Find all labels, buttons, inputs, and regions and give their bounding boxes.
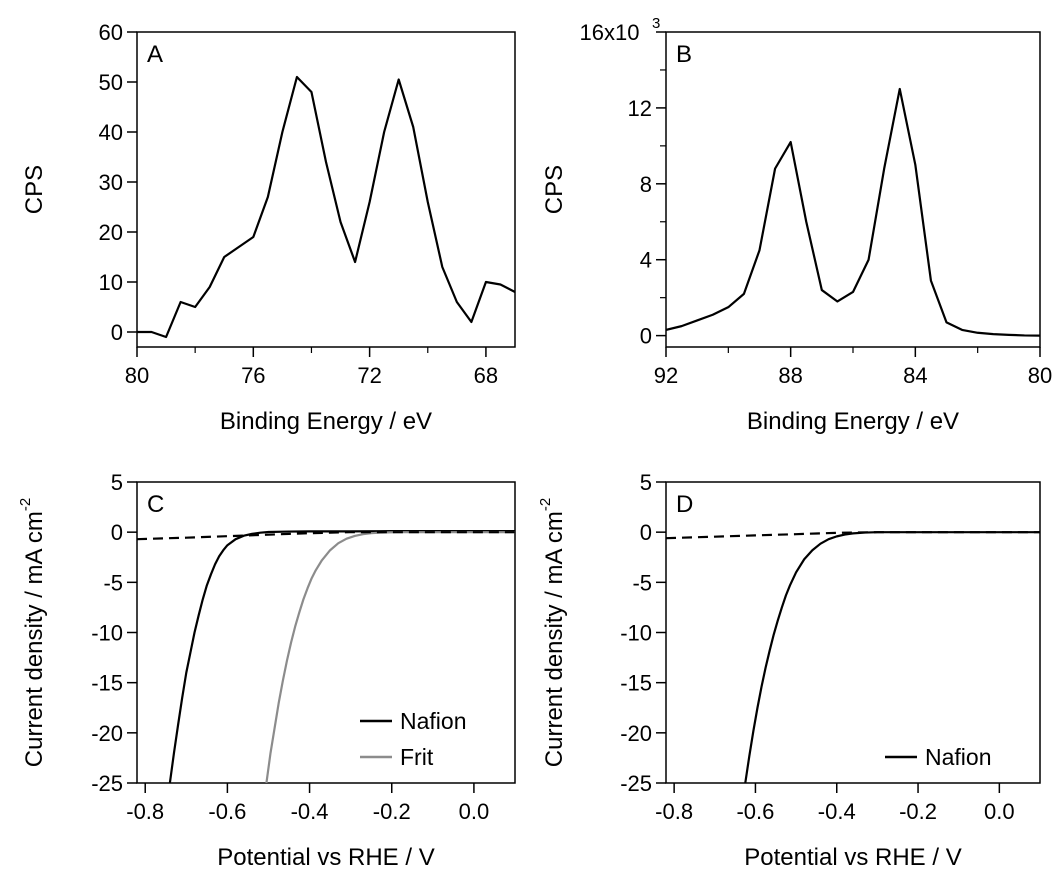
x-tick-label: 76 (241, 363, 265, 388)
y-tick-label: 0 (111, 320, 123, 345)
series-line-frit (265, 531, 515, 783)
series-line-0 (137, 75, 515, 339)
y-tick-label: 4 (640, 248, 652, 273)
plot-frame (665, 481, 1041, 784)
chart-panel-b: B 92 88 84 80 0 4 8 12 16 x10 3 Binding Energy / eV C… (541, 15, 1052, 435)
y-tick-label: 5 (111, 470, 123, 495)
legend-label: Nafion (400, 708, 466, 734)
y-tick-label: 0 (111, 520, 123, 545)
y-tick-label: 50 (99, 70, 123, 95)
series-line-dashed (137, 531, 515, 541)
x-tick-label: -0.2 (373, 799, 411, 824)
y-tick-label: -20 (620, 721, 652, 746)
x-tick-label: 80 (125, 363, 149, 388)
y-tick-label: -25 (91, 771, 123, 796)
x-tick-label: -0.4 (818, 799, 856, 824)
panel-label: C (147, 491, 164, 518)
y-tick-label: -5 (103, 570, 123, 595)
y-tick-label: 12 (628, 96, 652, 121)
plot-frame (665, 31, 1041, 348)
x-tick-label: 0.0 (459, 799, 490, 824)
y-tick-label: -10 (620, 621, 652, 646)
x-tick-label: 72 (357, 363, 381, 388)
y-axis-label-text: Current density / mA cm (541, 511, 568, 767)
x-tick-label: -0.8 (126, 799, 164, 824)
panel-label: A (147, 41, 163, 68)
y-multiplier: x10 (604, 20, 639, 45)
y-tick-label: 10 (99, 270, 123, 295)
y-tick-label: 60 (99, 20, 123, 45)
x-tick-label: -0.8 (655, 799, 693, 824)
x-tick-label: -0.2 (899, 799, 937, 824)
series-line-nafion (168, 530, 515, 783)
y-axis-label: CPS (541, 165, 568, 214)
y-axis-label: Current density / mA cm-2 (537, 498, 568, 767)
y-axis-label: CPS (21, 165, 48, 214)
chart-panel-a: A 80 76 72 68 0 10 20 30 40 50 60 Binding Energy / e… (21, 20, 516, 435)
x-tick-label: -0.6 (208, 799, 246, 824)
x-axis-label: Binding Energy / eV (747, 408, 959, 435)
x-tick-label: -0.6 (736, 799, 774, 824)
y-tick-label: 0 (640, 520, 652, 545)
chart-panel-d: D -0.8 -0.6 -0.4 -0.2 0.0 5 0 -5 -10 -15 -20 -25 Pote… (537, 470, 1041, 871)
legend: Nafion Frit (360, 708, 466, 770)
y-tick-label: 16 (580, 20, 604, 45)
y-tick-label: 20 (99, 220, 123, 245)
x-tick-label: 0.0 (984, 799, 1015, 824)
y-multiplier-exponent: 3 (652, 15, 660, 32)
y-tick-label: -10 (91, 621, 123, 646)
legend: Nafion (885, 744, 991, 770)
y-axis-label-text: CPS (21, 165, 48, 214)
legend-label: Frit (400, 744, 434, 770)
y-axis-label-text: Current density / mA cm (21, 511, 48, 767)
x-tick-label: 92 (654, 363, 678, 388)
y-tick-label: -5 (632, 570, 652, 595)
x-tick-label: 80 (1028, 363, 1052, 388)
y-tick-label: 30 (99, 170, 123, 195)
panel-label: B (676, 41, 692, 68)
y-axis-label: Current density / mA cm-2 (17, 498, 48, 767)
y-tick-label: 5 (640, 470, 652, 495)
y-tick-label: 8 (640, 172, 652, 197)
panel-label: D (676, 491, 693, 518)
y-tick-label: 0 (640, 324, 652, 349)
y-axis-label-exponent: -2 (17, 498, 34, 511)
x-tick-label: 68 (474, 363, 498, 388)
y-axis-label-text: CPS (541, 165, 568, 214)
plot-frame (136, 31, 516, 348)
y-tick-label: -25 (620, 771, 652, 796)
series-line-0 (666, 87, 1040, 337)
x-axis-label: Binding Energy / eV (220, 408, 432, 435)
legend-label: Nafion (925, 744, 991, 770)
series-line-dashed (666, 531, 1040, 540)
y-tick-label: -15 (91, 671, 123, 696)
y-tick-label: -15 (620, 671, 652, 696)
x-axis-label: Potential vs RHE / V (744, 844, 961, 871)
x-tick-label: -0.4 (291, 799, 329, 824)
x-axis-label: Potential vs RHE / V (217, 844, 434, 871)
y-tick-label: -20 (91, 721, 123, 746)
y-axis-label-exponent: -2 (537, 498, 554, 511)
y-tick-label: 40 (99, 120, 123, 145)
chart-panel-c: C -0.8 -0.6 -0.4 -0.2 0.0 5 0 -5 -10 -15 -20 -25 Pote… (17, 470, 516, 871)
x-tick-label: 88 (778, 363, 802, 388)
x-tick-label: 84 (903, 363, 927, 388)
series-line-nafion (744, 531, 1040, 783)
